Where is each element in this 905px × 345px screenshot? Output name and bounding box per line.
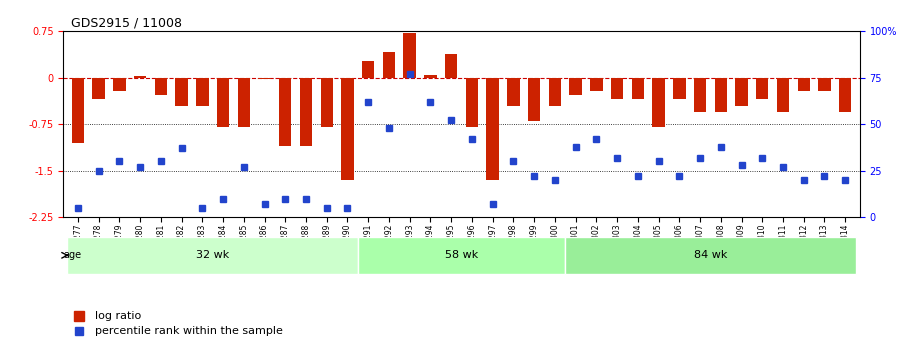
Bar <box>279 78 291 146</box>
Bar <box>673 78 686 99</box>
Bar <box>155 78 167 95</box>
Bar <box>776 78 789 112</box>
Bar <box>487 78 499 180</box>
Bar <box>113 78 126 91</box>
Bar <box>528 78 540 121</box>
Bar <box>507 78 519 106</box>
Bar <box>424 75 436 78</box>
Bar <box>176 78 187 106</box>
Bar <box>258 78 271 79</box>
Bar <box>196 78 208 106</box>
Bar <box>466 78 478 127</box>
Bar <box>320 78 333 127</box>
Text: percentile rank within the sample: percentile rank within the sample <box>95 326 283 336</box>
Text: 32 wk: 32 wk <box>196 250 229 260</box>
Bar <box>653 78 665 127</box>
FancyBboxPatch shape <box>357 237 566 274</box>
Bar <box>548 78 561 106</box>
Bar <box>611 78 624 99</box>
Bar <box>818 78 831 91</box>
Bar <box>362 61 375 78</box>
Bar <box>71 78 84 143</box>
Bar <box>569 78 582 95</box>
Text: 84 wk: 84 wk <box>694 250 727 260</box>
Bar <box>445 54 457 78</box>
Bar <box>632 78 644 99</box>
Bar <box>715 78 727 112</box>
Bar <box>404 33 416 78</box>
Bar <box>341 78 354 180</box>
Bar <box>383 51 395 78</box>
Bar <box>735 78 748 106</box>
Bar <box>590 78 603 91</box>
Bar <box>756 78 768 99</box>
Bar <box>92 78 105 99</box>
Bar <box>237 78 250 127</box>
FancyBboxPatch shape <box>566 237 855 274</box>
FancyBboxPatch shape <box>68 237 357 274</box>
Bar <box>300 78 312 146</box>
Text: log ratio: log ratio <box>95 311 141 321</box>
Bar <box>797 78 810 91</box>
Bar <box>839 78 852 112</box>
Text: age: age <box>63 250 81 260</box>
Bar <box>694 78 706 112</box>
Text: 58 wk: 58 wk <box>445 250 478 260</box>
Bar <box>134 76 147 78</box>
Text: GDS2915 / 11008: GDS2915 / 11008 <box>71 17 182 30</box>
Bar <box>217 78 229 127</box>
